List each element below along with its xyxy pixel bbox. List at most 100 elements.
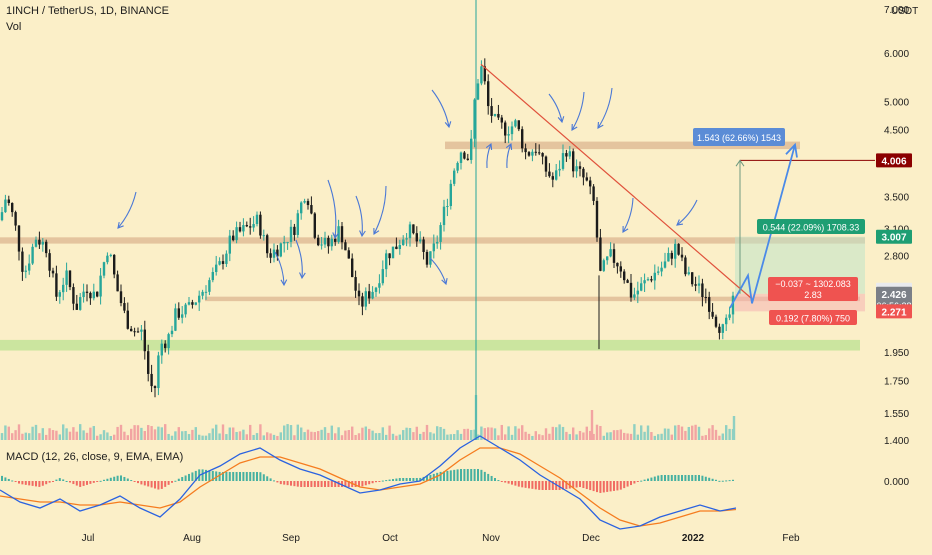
macd-histogram-bar	[606, 481, 609, 492]
volume-bar	[504, 434, 507, 440]
candle-body	[75, 303, 78, 310]
macd-histogram-bar	[215, 471, 218, 481]
volume-bar	[623, 432, 626, 440]
macd-histogram-bar	[113, 476, 116, 481]
macd-histogram-bar	[487, 473, 490, 481]
candle-body	[616, 262, 619, 267]
volume-bar	[595, 424, 599, 440]
macd-histogram-bar	[528, 481, 530, 489]
macd-histogram-bar	[494, 478, 496, 481]
macd-histogram-bar	[307, 481, 309, 487]
macd-histogram-bar	[589, 481, 592, 491]
volume-spike	[732, 416, 736, 440]
candle-body	[211, 271, 214, 281]
macd-histogram-bar	[167, 481, 170, 485]
volume-bar	[402, 430, 405, 440]
candle-body	[439, 225, 442, 242]
candle-body	[109, 254, 112, 256]
candle-body	[419, 239, 422, 242]
volume-bar	[507, 426, 510, 440]
candle-body	[619, 266, 622, 272]
volume-bar	[582, 432, 585, 440]
candle-body	[147, 351, 150, 374]
volume-bar	[704, 435, 707, 440]
macd-histogram-bar	[14, 481, 17, 483]
candle-body	[140, 329, 143, 332]
macd-histogram-bar	[596, 481, 598, 493]
macd-histogram-bar	[616, 481, 619, 491]
volume-bar	[194, 427, 197, 440]
candle-body	[106, 255, 109, 263]
candle-body	[493, 113, 497, 116]
candle-body	[279, 243, 282, 257]
macd-histogram-bar	[477, 469, 479, 481]
annotation-arrowhead	[441, 278, 448, 286]
volume-bar	[374, 433, 378, 440]
macd-histogram-bar	[96, 481, 99, 482]
macd-histogram-bar	[704, 476, 707, 481]
candle-body	[0, 212, 4, 221]
volume-bar	[422, 431, 425, 440]
volume-bar	[663, 428, 667, 440]
candle-body	[718, 326, 721, 333]
volume-bar	[109, 435, 112, 440]
candle-body	[551, 176, 554, 180]
macd-histogram-bar	[235, 472, 238, 481]
volume-bar	[500, 424, 503, 440]
macd-histogram-bar	[310, 481, 313, 487]
annotation-arrowhead	[597, 121, 604, 129]
volume-bar	[262, 435, 265, 440]
macd-histogram-bar	[222, 472, 224, 481]
y-tick-label: 7.000	[884, 5, 909, 16]
candle-body	[164, 343, 167, 349]
macd-histogram-bar	[79, 481, 82, 487]
volume-bar	[408, 428, 412, 440]
volume-bar	[697, 426, 701, 440]
macd-histogram-bar	[300, 481, 303, 487]
candle-body	[102, 262, 106, 276]
volume-bar	[565, 431, 568, 440]
volume-bar	[41, 428, 44, 440]
candle-body	[289, 226, 293, 242]
macd-histogram-bar	[541, 481, 544, 490]
macd-histogram-bar	[252, 472, 255, 481]
macd-histogram-bar	[609, 481, 612, 492]
volume-bar	[670, 434, 673, 440]
candle-body	[497, 113, 500, 118]
candle-body	[602, 260, 605, 271]
annotation-arrow	[274, 251, 285, 286]
macd-histogram-bar	[225, 472, 228, 481]
volume-bar	[164, 424, 167, 440]
candle-body	[79, 297, 82, 310]
volume-bar	[449, 434, 452, 440]
candle-body	[629, 282, 633, 298]
price-badge-label: 2.271	[881, 307, 906, 318]
macd-histogram-bar	[21, 481, 24, 485]
candle-body	[337, 226, 340, 242]
volume-bar	[130, 428, 133, 440]
candle-body	[323, 237, 327, 245]
candle-body	[68, 270, 72, 288]
annotation-arrowhead	[280, 279, 288, 287]
macd-histogram-bar	[303, 481, 306, 487]
macd-histogram-bar	[419, 477, 422, 481]
candle-body	[259, 214, 262, 236]
macd-histogram-bar	[721, 480, 724, 482]
candle-body	[208, 280, 211, 292]
macd-histogram-bar	[31, 481, 34, 486]
macd-histogram-bar	[643, 479, 646, 481]
candle-body	[204, 291, 208, 293]
macd-histogram-bar	[28, 481, 31, 486]
volume-bar	[296, 424, 299, 440]
candle-body	[398, 244, 401, 250]
candle-body	[34, 239, 38, 247]
annotation-arrow	[571, 91, 585, 131]
macd-histogram-bar	[171, 481, 173, 483]
volume-bar	[140, 427, 143, 440]
volume-bar	[388, 425, 391, 440]
annotation-arrow	[597, 87, 613, 129]
trendline	[480, 63, 753, 300]
volume-bar	[126, 435, 129, 440]
